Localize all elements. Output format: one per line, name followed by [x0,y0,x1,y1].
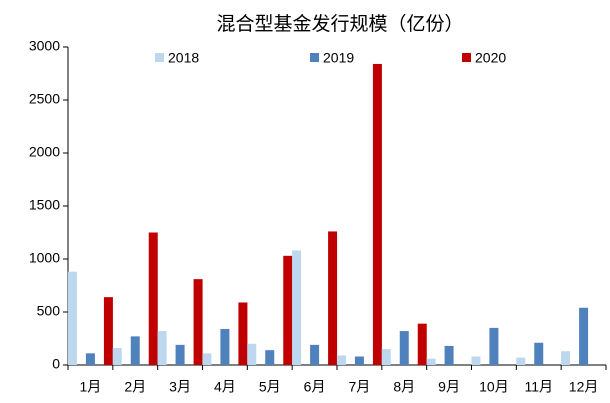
bar [328,231,338,365]
bar [148,232,158,365]
chart-title: 混合型基金发行规模（亿份） [216,13,463,35]
y-tick-label: 1000 [29,250,60,266]
bar [417,323,427,365]
x-tick-label: 11月 [524,379,553,395]
bar [67,271,77,365]
bar [381,349,391,365]
bar [175,344,185,365]
bar [130,336,140,365]
bar [220,328,230,365]
bar [112,348,122,365]
legend-swatch [462,53,471,62]
x-tick-label: 1月 [80,379,102,395]
x-tick-label: 6月 [304,379,326,395]
bar [85,353,95,365]
bar [310,344,320,365]
bar [489,327,499,365]
bar [265,350,275,365]
y-tick-label: 1500 [29,197,60,213]
bar [247,343,257,365]
y-tick-label: 3000 [29,38,60,54]
bar [103,297,113,365]
y-tick-label: 500 [37,303,61,319]
bar [238,302,248,365]
bar [354,356,364,365]
x-tick-label: 2月 [124,379,146,395]
bar [561,351,571,365]
bar [516,357,526,365]
bar [157,331,167,365]
bar [444,345,454,365]
bar [292,250,302,365]
x-tick-label: 10月 [479,379,509,395]
bar [534,342,544,365]
y-tick-label: 2000 [29,144,60,160]
bar [283,255,293,365]
bar [372,63,382,366]
x-tick-label: 4月 [214,379,236,395]
x-tick-label: 8月 [393,379,415,395]
y-tick-label: 0 [52,356,60,372]
legend-swatch [155,53,164,62]
legend-swatch [310,53,319,62]
legend-label: 2019 [323,50,354,66]
bar [202,353,212,365]
x-tick-label: 3月 [169,379,191,395]
bar [426,358,436,365]
x-tick-label: 5月 [259,379,281,395]
bar [579,307,589,365]
legend-label: 2020 [475,50,506,66]
x-tick-label: 7月 [349,379,371,395]
bar [399,331,409,365]
x-tick-label: 9月 [438,379,460,395]
y-tick-label: 2500 [29,91,60,107]
bar [193,279,203,365]
legend-label: 2018 [168,50,199,66]
bar [471,356,481,365]
bar [336,355,346,365]
x-tick-label: 12月 [569,379,599,395]
